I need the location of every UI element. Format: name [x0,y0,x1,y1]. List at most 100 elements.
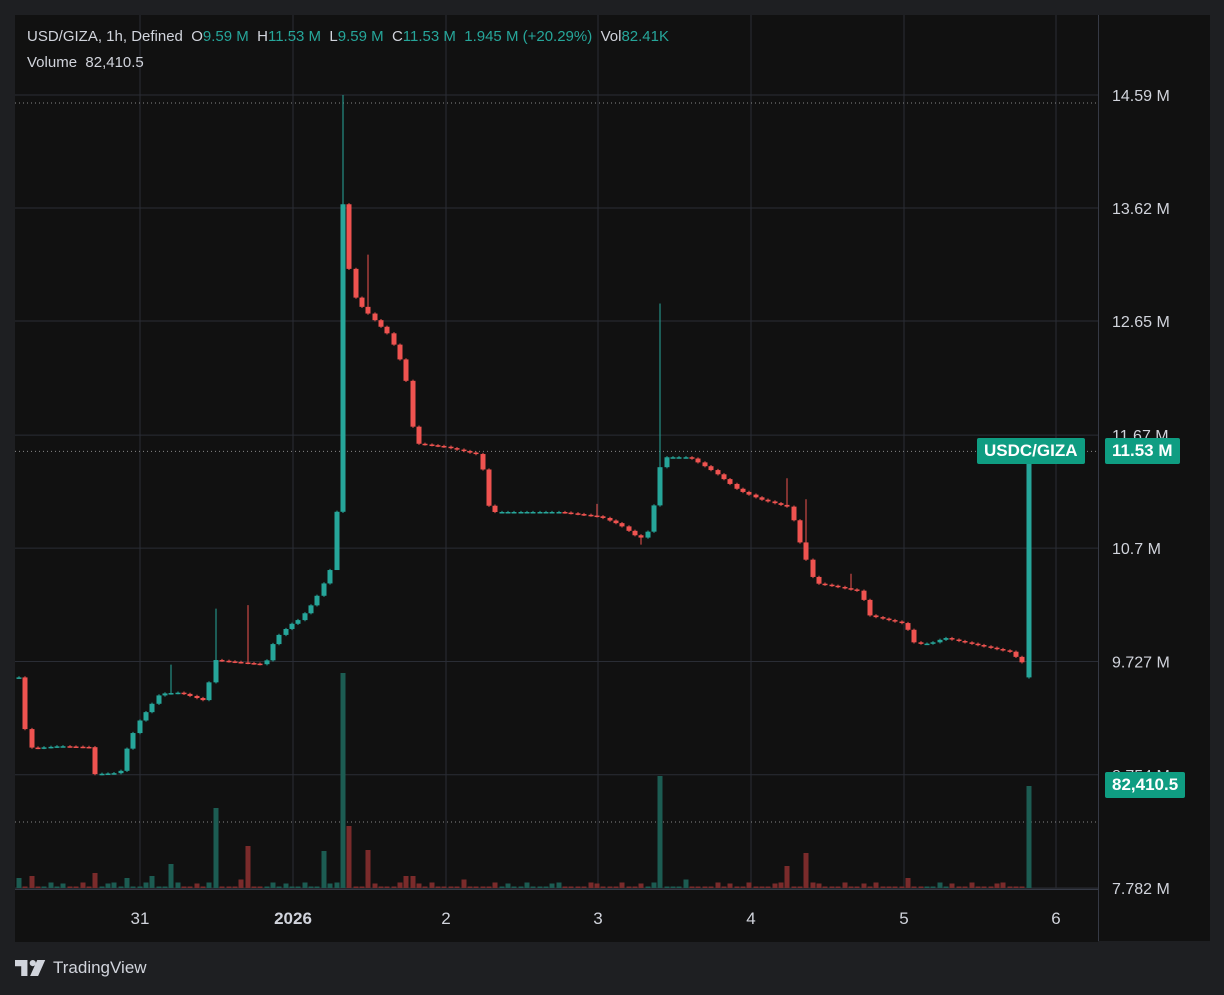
candle-body [111,773,117,775]
volume-bar [581,886,587,888]
candle-body [238,661,244,664]
volume-bar [441,886,447,888]
vol-value: 82.41K [621,28,669,45]
candle-body [969,642,975,644]
volume-legend: Volume 82,410.5 [27,54,144,71]
volume-bar [943,886,949,888]
tradingview-brand[interactable]: TradingView [15,958,147,978]
volume-bar [492,882,498,888]
volume-bar [975,886,981,888]
volume-bar [124,878,130,888]
candle-body [435,445,441,447]
candle-body [594,515,600,518]
candle-body [289,623,295,629]
volume-bar [511,886,517,888]
volume-bar [842,882,848,888]
volume-bar [505,883,511,888]
candle-body [213,660,219,683]
volume-bar [156,886,162,888]
candle-body [689,457,695,459]
volume-bar [251,886,257,888]
candle-body [384,326,390,334]
volume-bar [670,886,676,888]
candle-body [695,458,701,463]
volume-bar [588,882,594,888]
candle-body [264,660,270,665]
volume-bar [238,879,244,888]
candle-body [60,746,66,748]
volume-bar [143,882,149,888]
volume-bar [753,886,759,888]
volume-bar [226,886,232,888]
candle-body [994,647,1000,650]
candle-body [187,693,193,696]
volume-bar [1013,886,1019,888]
volume-bar [321,851,327,888]
volume-bar [829,886,835,888]
candle-body [162,693,168,696]
candle-body [473,452,479,455]
volume-bar [708,886,714,888]
volume-bar [378,886,384,888]
candle-body [778,503,784,505]
candle-body [543,512,549,514]
volume-bar [264,886,270,888]
vol-label: Vol [600,28,622,45]
candle-body [454,448,460,450]
candle-body [308,605,314,614]
candle-body [232,661,238,663]
y-tick-label: 13.62 M [1112,201,1170,218]
volume-bar [562,886,568,888]
volume-bar [372,883,378,888]
candle-body [613,520,619,524]
candle-body [403,359,409,381]
volume-bar [797,886,803,888]
candle-body [73,746,79,748]
candle-body [378,320,384,327]
y-tick-label: 7.782 M [1112,881,1170,898]
candle-body [937,639,943,643]
volume-bar [765,886,771,888]
candle-body [721,474,727,480]
volume-bar [473,886,479,888]
volume-bar [168,864,174,888]
candle-body [245,662,251,665]
x-tick-label: 3 [593,909,602,928]
candle-body [899,621,905,624]
volume-bar [283,883,289,888]
volume-bar [651,882,657,888]
candle-body [416,426,422,444]
volume-bar [1007,886,1013,888]
volume-bar [92,873,98,888]
volume-bar [314,886,320,888]
volume-bar [575,886,581,888]
volume-bar [619,882,625,888]
candle-body [797,520,803,543]
candle-body [1026,451,1032,678]
candle-body [295,620,301,624]
candle-body [429,444,435,446]
candle-body [549,512,555,514]
open-value: 9.59 M [202,28,249,45]
candle-body [511,512,517,514]
volume-bar [187,886,193,888]
volume-bar [162,886,168,888]
volume-bar [962,886,968,888]
time-axis[interactable] [15,889,1098,942]
candle-body [626,526,632,531]
volume-bar [613,886,619,888]
candle-body [727,479,733,484]
volume-bar [721,886,727,888]
volume-bar [918,886,924,888]
candle-body [461,449,467,452]
candle-body [219,660,225,662]
volume-bar [289,886,295,888]
candle-body [568,512,574,515]
volume-bar [810,882,816,888]
volume-bar [930,886,936,888]
candle-body [588,514,594,517]
candle-body [645,531,651,538]
volume-bar [594,883,600,888]
volume-bar [302,882,308,888]
candle-body [975,643,981,646]
